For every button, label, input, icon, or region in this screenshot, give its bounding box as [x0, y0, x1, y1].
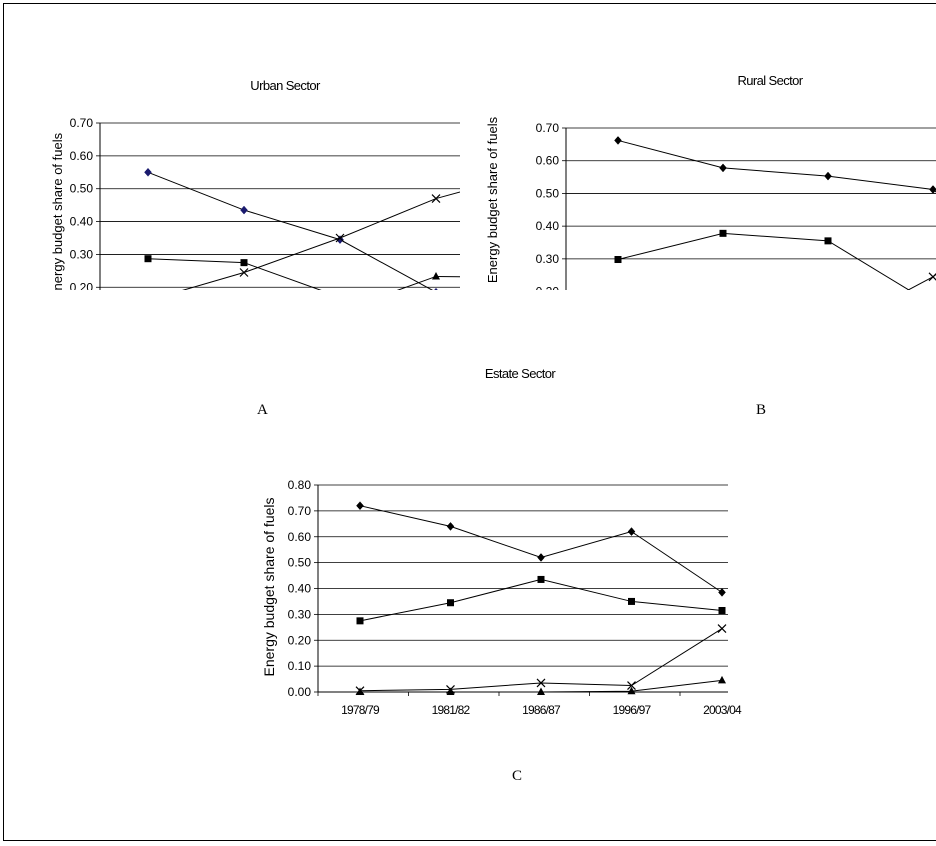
series-square-point	[628, 597, 635, 605]
y-tick-label: 0.40	[70, 215, 94, 229]
y-tick-label: 0.80	[288, 478, 312, 492]
estate-sector-chart: Estate Sector Energy budget share of fue…	[261, 366, 743, 717]
y-tick-label: 0.70	[70, 116, 94, 130]
series-diamond-point	[356, 501, 364, 511]
series-x-line	[907, 273, 936, 290]
y-tick-label: 0.60	[288, 530, 312, 544]
series-square-point	[240, 259, 248, 267]
series-square-point	[719, 229, 727, 237]
series-triangle-point	[446, 687, 455, 695]
series-square-line	[617, 232, 910, 290]
series-x-point	[536, 678, 546, 688]
series-diamond-point	[718, 588, 726, 597]
series-diamond-point	[614, 136, 622, 145]
y-tick-label: 0.60	[536, 154, 560, 168]
series-x-point	[717, 624, 727, 634]
plot-area: 0.000.100.200.300.400.500.600.701978/791…	[536, 121, 936, 290]
series-square-point	[356, 617, 364, 625]
y-tick-label: 0.20	[288, 633, 312, 647]
y-tick-label: 0.70	[536, 121, 560, 135]
chart-title: Rural Sector	[737, 73, 803, 88]
series-diamond-point	[446, 522, 455, 531]
series-square-point	[614, 256, 622, 264]
series-triangle-point	[718, 675, 726, 684]
series-x-point	[335, 233, 345, 243]
series-diamond-line	[617, 139, 936, 193]
y-tick-label: 0.40	[536, 219, 560, 233]
plot-area: 0.000.100.200.300.400.500.600.701978/791…	[70, 116, 460, 290]
series-diamond-point	[929, 185, 936, 194]
series-diamond-point	[824, 171, 832, 181]
y-axis-label: Energy budget share of fuels	[485, 116, 500, 283]
series-x-point	[928, 272, 936, 282]
panel-label-c: C	[512, 768, 523, 784]
plot-area: 0.00 0.10 0.20 0.30 0.40 0.50 0.60 0.70 0.80 1978…	[288, 478, 743, 717]
y-tick-label: 0.20	[536, 285, 560, 290]
series-x-point	[239, 268, 249, 277]
series-diamond-point	[240, 205, 248, 215]
series-square-point	[824, 237, 832, 245]
series-triangle-point	[537, 687, 545, 695]
series-x-point	[431, 194, 441, 203]
panel-label-b: B	[756, 402, 767, 418]
y-tick-label: 0.50	[288, 556, 312, 570]
rural-sector-chart: Rural Sector Energy budget share of fuel…	[485, 73, 936, 290]
y-tick-label: 0.30	[70, 247, 94, 261]
series-x-line	[359, 628, 723, 692]
series-square-point	[447, 599, 454, 607]
figure-frame	[3, 3, 936, 841]
series-x-point	[627, 681, 636, 690]
series-diamond-point	[627, 527, 636, 536]
y-tick-label: 0.40	[288, 582, 312, 596]
y-tick-label: 0.20	[70, 280, 94, 290]
y-tick-label: 0.50	[70, 182, 94, 196]
y-tick-label: 0.50	[536, 186, 560, 200]
series-triangle-point	[627, 686, 636, 695]
chart-title: Urban Sector	[250, 78, 321, 93]
series-diamond-point	[144, 167, 152, 177]
series-triangle-point	[432, 271, 440, 280]
y-tick-label: 0.10	[288, 659, 312, 673]
urban-sector-chart: Urban Sector Energy budget share of fuel…	[50, 78, 460, 290]
panel-label-a: A	[257, 402, 268, 418]
y-tick-label: 0.00	[288, 685, 312, 699]
series-square-point	[537, 575, 545, 583]
series-diamond-point	[434, 287, 438, 290]
y-tick-label: 0.60	[70, 149, 94, 163]
series-triangle-line	[396, 275, 460, 290]
y-axis-label: Energy budget share of fuels	[50, 132, 65, 290]
x-tick-label: 1986/87	[522, 703, 561, 717]
x-tick-label: 2003/04	[703, 703, 742, 717]
series-diamond-point	[537, 553, 545, 562]
series-square-line	[147, 258, 322, 290]
series-triangle-point	[356, 687, 364, 695]
x-tick-label: 1978/79	[341, 703, 380, 717]
chart-title: Estate Sector	[485, 366, 557, 381]
series-square-point	[718, 606, 726, 614]
series-x-line	[182, 191, 460, 290]
series-diamond-line	[147, 171, 433, 290]
x-tick-label: 1981/82	[432, 703, 471, 717]
y-tick-label: 0.30	[288, 607, 312, 621]
y-axis-label: Energy budget share of fuels	[261, 497, 277, 676]
series-square-point	[144, 255, 152, 263]
series-diamond-point	[719, 163, 727, 173]
y-tick-label: 0.30	[536, 252, 560, 266]
y-tick-label: 0.70	[288, 504, 312, 518]
x-tick-label: 1996/97	[613, 703, 652, 717]
